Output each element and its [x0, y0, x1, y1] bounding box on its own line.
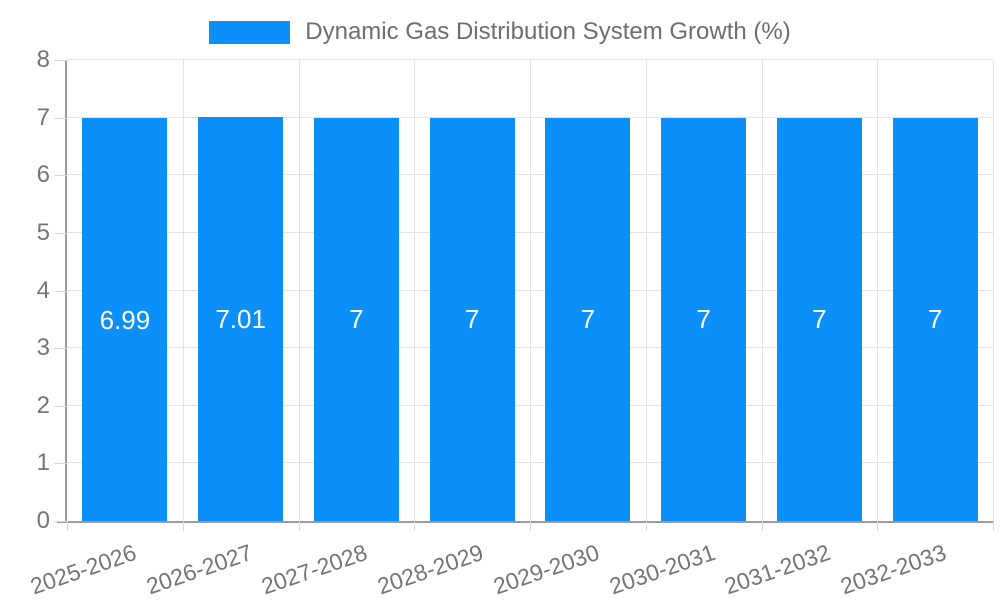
y-tick-mark [54, 232, 67, 234]
x-tick-mark [299, 521, 300, 531]
v-gridline [646, 60, 647, 521]
x-axis-labels: 2025-2026 2026-2027 2027-2028 2028-2029 2029… [27, 521, 994, 600]
x-tick-mark [877, 521, 878, 531]
y-tick-mark [54, 463, 67, 465]
y-tick-label: 2 [36, 391, 50, 419]
x-tick-mark [646, 521, 647, 531]
bar-2027-2028[interactable]: 7 [313, 117, 399, 521]
v-gridline [414, 60, 415, 521]
bar-value-label: 7.01 [215, 304, 266, 335]
x-tick-mark [530, 521, 531, 531]
chart-legend[interactable]: Dynamic Gas Distribution System Growth (… [0, 18, 1000, 46]
y-tick-label: 7 [36, 103, 50, 131]
y-tick-label: 0 [36, 507, 50, 534]
bar-2029-2030[interactable]: 7 [545, 117, 631, 521]
y-tick-mark [54, 117, 67, 119]
y-tick-mark [54, 60, 67, 61]
y-tick-mark [54, 348, 67, 350]
bar-value-label: 7 [580, 304, 596, 335]
bar-2025-2026[interactable]: 6.99 [82, 118, 168, 521]
x-tick-label-2025-2026: 2025-2026 [26, 539, 140, 600]
v-gridline [299, 60, 300, 521]
x-tick-label-2027-2028: 2027-2028 [258, 539, 371, 600]
x-tick-mark [183, 521, 184, 531]
x-tick-label-2030-2031: 2030-2031 [605, 539, 719, 600]
x-tick-label-2026-2027: 2026-2027 [142, 539, 256, 600]
bar-value-label: 7 [349, 304, 364, 335]
y-tick-mark [54, 521, 67, 522]
bar-2032-2033[interactable]: 7 [892, 117, 978, 521]
v-gridline [530, 60, 531, 521]
y-tick-label: 1 [36, 449, 50, 477]
bar-2028-2029[interactable]: 7 [429, 117, 515, 521]
plot-area: 6.99 7.01 7 7 7 7 7 7 [57, 59, 994, 523]
y-tick-mark [54, 290, 67, 292]
x-tick-label-2031-2032: 2031-2032 [721, 539, 834, 600]
x-tick-mark [762, 521, 763, 531]
x-tick-label-2028-2029: 2028-2029 [374, 539, 487, 600]
legend-swatch-icon [209, 20, 291, 44]
bar-value-label: 7 [464, 304, 480, 335]
x-tick-mark [67, 521, 68, 531]
h-gridline [67, 59, 993, 60]
y-tick-mark [54, 175, 67, 177]
bar-value-label: 7 [696, 304, 711, 335]
bar-value-label: 6.99 [99, 304, 151, 335]
y-tick-label: 5 [36, 218, 50, 246]
x-tick-label-2029-2030: 2029-2030 [489, 539, 603, 600]
v-gridline [183, 60, 184, 521]
bar-value-label: 7 [812, 304, 827, 335]
v-gridline [762, 60, 763, 521]
y-tick-label: 8 [36, 46, 50, 73]
y-tick-mark [54, 405, 67, 407]
y-tick-label: 3 [36, 334, 50, 362]
bar-value-label: 7 [927, 304, 943, 335]
bar-2031-2032[interactable]: 7 [776, 117, 862, 521]
v-gridline [877, 60, 878, 521]
x-tick-label-2032-2033: 2032-2033 [837, 539, 950, 600]
y-tick-label: 6 [36, 161, 50, 189]
v-gridline [993, 60, 994, 521]
legend-label: Dynamic Gas Distribution System Growth (… [305, 18, 791, 45]
y-tick-label: 4 [36, 276, 50, 304]
x-tick-mark [993, 521, 994, 531]
x-axis-line [57, 521, 993, 523]
bar-2026-2027[interactable]: 7.01 [198, 117, 284, 521]
x-tick-mark [414, 521, 415, 531]
bar-2030-2031[interactable]: 7 [661, 117, 747, 521]
